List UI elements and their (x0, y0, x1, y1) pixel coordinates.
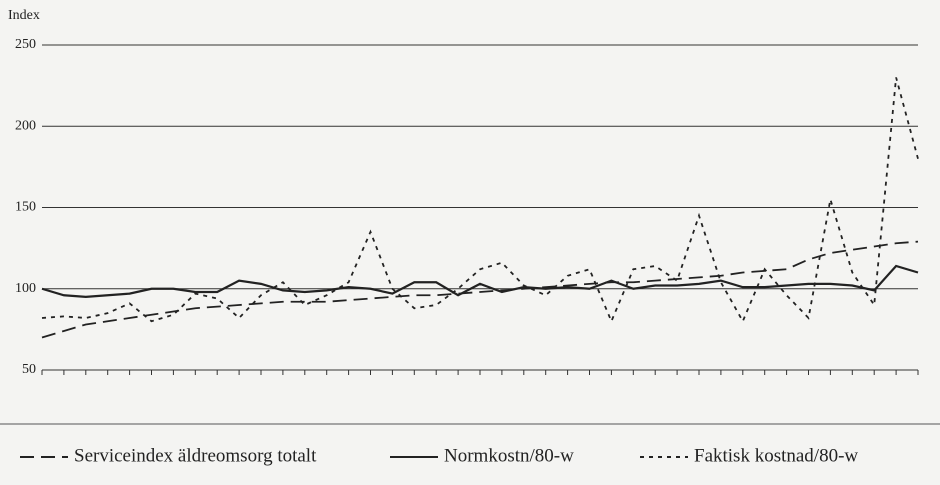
y-tick-label: 50 (22, 362, 36, 377)
series-line (41, 77, 919, 324)
y-tick-label: 100 (15, 281, 36, 296)
series-line (41, 264, 919, 298)
y-tick-label: 200 (15, 118, 36, 133)
y-tick-label: 250 (15, 37, 36, 52)
y-axis-label: Index (8, 8, 40, 23)
series-line (41, 240, 919, 339)
legend-label: Faktisk kostnad/80-w (694, 445, 858, 466)
y-tick-label: 150 (15, 200, 36, 215)
legend-label: Normkostn/80-w (444, 445, 574, 466)
legend-label: Serviceindex äldreomsorg totalt (74, 445, 317, 466)
